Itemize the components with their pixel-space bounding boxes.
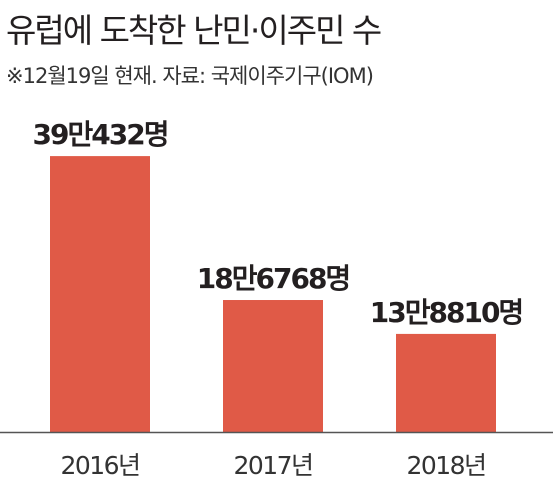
chart-subtitle: ※12월19일 현재. 자료: 국제이주기구(IOM) xyxy=(6,64,374,88)
x-tick-labels-group: 2016년 2017년 2018년 xyxy=(60,451,487,480)
x-tick-label-1: 2016년 xyxy=(60,451,139,480)
x-tick-label-2: 2017년 xyxy=(233,451,312,480)
chart-title: 유럽에 도착한 난민·이주민 수 xyxy=(6,11,382,50)
bars-group xyxy=(50,156,496,432)
value-labels-group: 39만432명 18만6768명 13만8810명 xyxy=(33,118,525,329)
bar-3 xyxy=(396,333,496,432)
value-label-3: 13만8810명 xyxy=(370,296,522,329)
x-tick-label-3: 2018년 xyxy=(406,451,485,480)
bar-2 xyxy=(223,300,323,432)
value-label-2: 18만6768명 xyxy=(197,262,349,295)
value-label-1: 39만432명 xyxy=(33,118,168,151)
bar-1 xyxy=(50,156,150,432)
